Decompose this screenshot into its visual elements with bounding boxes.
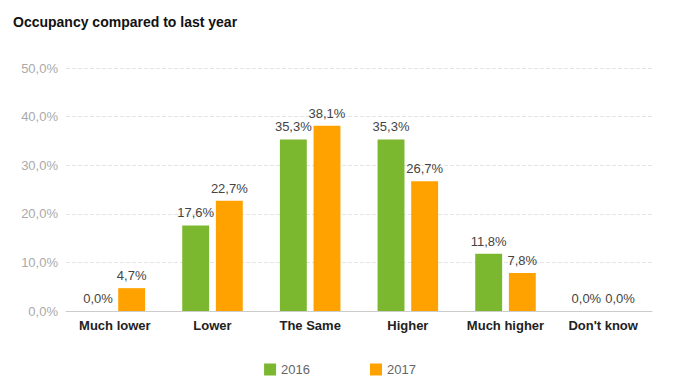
svg-text:Don't know: Don't know [568,318,638,333]
svg-text:35,3%: 35,3% [275,119,312,134]
svg-text:Higher: Higher [387,318,428,333]
svg-text:2017: 2017 [387,362,416,377]
svg-text:35,3%: 35,3% [373,119,410,134]
svg-text:Much higher: Much higher [467,318,544,333]
svg-text:0,0%: 0,0% [28,304,58,319]
svg-text:0,0%: 0,0% [83,291,113,306]
svg-text:20,0%: 20,0% [21,206,58,221]
svg-text:26,7%: 26,7% [406,161,443,176]
svg-text:38,1%: 38,1% [309,106,346,121]
svg-text:40,0%: 40,0% [21,109,58,124]
svg-text:0,0%: 0,0% [605,291,635,306]
svg-text:17,6%: 17,6% [177,205,214,220]
svg-text:30,0%: 30,0% [21,158,58,173]
svg-text:Lower: Lower [193,318,231,333]
svg-text:The Same: The Same [279,318,340,333]
svg-text:Occupancy compared to last yea: Occupancy compared to last year [13,14,238,30]
svg-text:50,0%: 50,0% [21,61,58,76]
svg-text:0,0%: 0,0% [572,291,602,306]
svg-text:10,0%: 10,0% [21,255,58,270]
svg-text:Much lower: Much lower [79,318,151,333]
svg-text:2016: 2016 [281,362,310,377]
svg-text:11,8%: 11,8% [471,234,507,249]
svg-text:22,7%: 22,7% [211,181,248,196]
svg-text:4,7%: 4,7% [117,268,147,283]
svg-text:7,8%: 7,8% [508,253,538,268]
